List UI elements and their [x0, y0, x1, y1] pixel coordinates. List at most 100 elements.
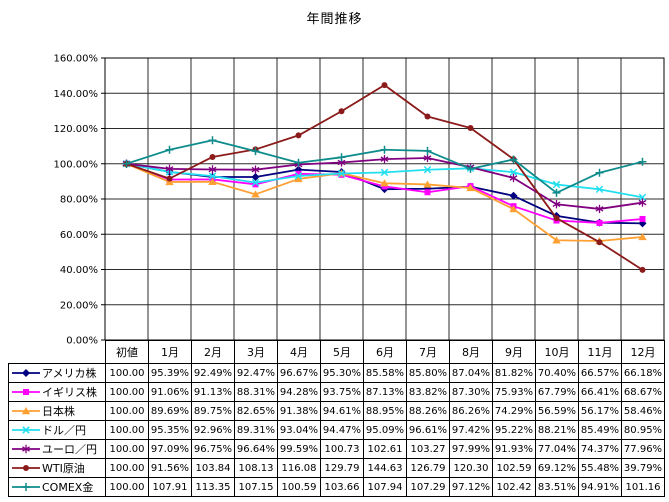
series-line — [126, 84, 643, 271]
value-cell: 56.17% — [578, 401, 622, 421]
value-cell: 103.66 — [320, 477, 364, 497]
value-cell: 85.58% — [363, 363, 407, 383]
legend-cell: COMEX金 — [8, 477, 106, 497]
gridlines — [104, 57, 665, 341]
legend-key-asterisk-icon — [12, 444, 40, 454]
table-row-5: WTI原油 100.00 91.56% 103.84 108.13 116.08 129.7… — [8, 458, 665, 478]
column-header: 7月 — [406, 340, 450, 364]
column-header: 12月 — [621, 340, 665, 364]
value-cell: 89.75% — [191, 401, 235, 421]
series-name-label: ユーロ／円 — [42, 442, 97, 456]
value-cell: 83.51% — [535, 477, 579, 497]
series-markers — [122, 136, 647, 197]
value-cell: 120.30 — [449, 458, 493, 478]
value-cell: 95.22% — [492, 420, 536, 440]
value-cell: 97.12% — [449, 477, 493, 497]
value-cell: 91.13% — [191, 382, 235, 402]
value-cell: 129.79 — [320, 458, 364, 478]
legend-item: 日本株 — [10, 405, 105, 417]
value-cell: 96.61% — [406, 420, 450, 440]
value-cell: 97.99% — [449, 439, 493, 459]
table-row-3: ドル／円 100.00 95.35% 92.96% 89.31% 93.04% 94.47%… — [8, 420, 665, 440]
value-cell: 94.28% — [277, 382, 321, 402]
legend-item: COMEX金 — [10, 481, 105, 493]
value-cell: 83.82% — [406, 382, 450, 402]
data-table: 初値 1月 2月 3月 4月 5月 6月 7月 8月 9月 10月 11月 12月 アメリカ株 100.0… — [8, 340, 665, 497]
value-cell: 58.46% — [621, 401, 665, 421]
value-cell: 85.49% — [578, 420, 622, 440]
value-cell: 102.42 — [492, 477, 536, 497]
legend-item: イギリス株 — [10, 386, 105, 398]
column-header: 4月 — [277, 340, 321, 364]
value-cell: 100.00 — [105, 382, 149, 402]
value-cell: 100.73 — [320, 439, 364, 459]
value-cell: 95.35% — [148, 420, 192, 440]
value-cell: 100.00 — [105, 363, 149, 383]
chart-series-1 — [123, 160, 646, 226]
value-cell: 107.94 — [363, 477, 407, 497]
value-cell: 70.40% — [535, 363, 579, 383]
value-cell: 74.37% — [578, 439, 622, 459]
column-header: 5月 — [320, 340, 364, 364]
value-cell: 95.30% — [320, 363, 364, 383]
value-cell: 100.00 — [105, 420, 149, 440]
legend-key-triangle-icon — [12, 407, 40, 415]
legend-key-plus-icon — [12, 483, 40, 491]
value-cell: 100.59 — [277, 477, 321, 497]
legend-key-x-icon — [12, 426, 40, 434]
value-cell: 94.47% — [320, 420, 364, 440]
value-cell: 66.57% — [578, 363, 622, 383]
y-axis-tick-label: 120.00% — [54, 124, 99, 135]
column-header: 9月 — [492, 340, 536, 364]
value-cell: 92.96% — [191, 420, 235, 440]
value-cell: 55.48% — [578, 458, 622, 478]
value-cell: 91.56% — [148, 458, 192, 478]
value-cell: 74.29% — [492, 401, 536, 421]
value-cell: 95.39% — [148, 363, 192, 383]
value-cell: 108.13 — [234, 458, 278, 478]
column-header: 3月 — [234, 340, 278, 364]
value-cell: 87.04% — [449, 363, 493, 383]
value-cell: 100.00 — [105, 439, 149, 459]
value-cell: 91.93% — [492, 439, 536, 459]
value-cell: 102.61 — [363, 439, 407, 459]
value-cell: 97.42% — [449, 420, 493, 440]
value-cell: 107.91 — [148, 477, 192, 497]
table-row-0: アメリカ株 100.00 95.39% 92.49% 92.47% 96.67% 95.30… — [8, 363, 665, 383]
legend-key-square-icon — [12, 389, 40, 395]
value-cell: 85.80% — [406, 363, 450, 383]
value-cell: 101.16 — [621, 477, 665, 497]
series-name-label: WTI原油 — [42, 461, 85, 475]
y-axis: 0.00% 20.00% 40.00% 60.00% 80.00% 100.00% 120.… — [54, 54, 105, 344]
value-cell: 91.06% — [148, 382, 192, 402]
value-cell: 144.63 — [363, 458, 407, 478]
legend-key-diamond-icon — [12, 369, 40, 377]
legend-key-circle-icon — [12, 465, 40, 471]
value-cell: 103.27 — [406, 439, 450, 459]
series-markers — [123, 82, 646, 273]
value-cell: 103.84 — [191, 458, 235, 478]
legend-cell: ユーロ／円 — [8, 439, 106, 459]
value-cell: 95.09% — [363, 420, 407, 440]
value-cell: 81.82% — [492, 363, 536, 383]
value-cell: 116.08 — [277, 458, 321, 478]
value-cell: 56.59% — [535, 401, 579, 421]
table-header: 初値 1月 2月 3月 4月 5月 6月 7月 8月 9月 10月 11月 12月 — [9, 340, 665, 364]
series-markers — [123, 160, 646, 226]
value-cell: 94.91% — [578, 477, 622, 497]
value-cell: 96.64% — [234, 439, 278, 459]
value-cell: 66.18% — [621, 363, 665, 383]
value-cell: 93.75% — [320, 382, 364, 402]
legend-cell: WTI原油 — [8, 458, 106, 478]
value-cell: 77.04% — [535, 439, 579, 459]
value-cell: 107.29 — [406, 477, 450, 497]
value-cell: 66.41% — [578, 382, 622, 402]
series-name-label: アメリカ株 — [42, 366, 97, 380]
column-header: 8月 — [449, 340, 493, 364]
value-cell: 86.26% — [449, 401, 493, 421]
value-cell: 92.49% — [191, 363, 235, 383]
value-cell: 97.09% — [148, 439, 192, 459]
column-header: 10月 — [535, 340, 579, 364]
value-cell: 82.65% — [234, 401, 278, 421]
value-cell: 100.00 — [105, 458, 149, 478]
